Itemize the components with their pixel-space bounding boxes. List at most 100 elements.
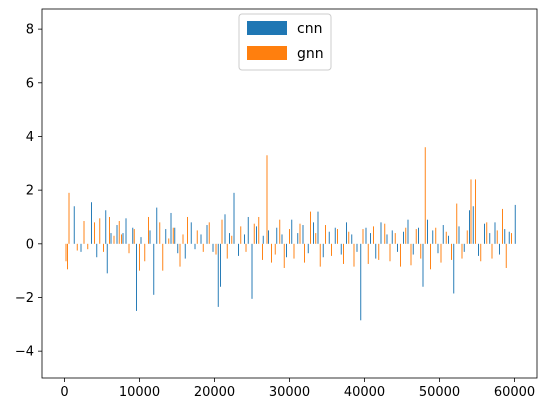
bar-cnn <box>427 219 428 244</box>
bar-cnn <box>206 225 208 244</box>
bar-cnn <box>412 243 414 255</box>
bar-gnn <box>262 243 263 260</box>
bar-gnn <box>389 243 391 262</box>
bar-gnn <box>378 243 380 260</box>
bar-cnn <box>397 243 398 252</box>
bar-gnn <box>470 179 472 244</box>
x-axis-ticks: 0 10000 20000 30000 40000 50000 60000 <box>60 378 535 400</box>
bar-cnn <box>149 230 151 244</box>
bar-gnn <box>293 243 295 259</box>
bar-gnn <box>76 243 78 251</box>
bar-gnn <box>133 229 135 244</box>
bar-cnn <box>80 243 82 252</box>
bar-cnn <box>448 235 449 244</box>
bar-gnn <box>208 222 210 244</box>
bar-gnn <box>435 227 437 244</box>
bar-gnn <box>451 243 452 260</box>
x-tick-label: 50000 <box>419 385 460 400</box>
bar-gnn <box>67 243 68 270</box>
bar-gnn <box>445 231 447 244</box>
bar-gnn <box>162 243 164 271</box>
bar-gnn <box>511 233 512 244</box>
bar-cnn <box>244 234 245 244</box>
bar-gnn <box>182 234 184 244</box>
bar-gnn <box>319 243 321 267</box>
bar-cnn <box>484 223 485 244</box>
bar-cnn <box>322 243 324 258</box>
bar-cnn <box>340 243 342 255</box>
bar-cnn <box>256 226 257 244</box>
bar-gnn <box>274 243 276 255</box>
bar-gnn <box>384 223 386 244</box>
bar-gnn <box>440 243 442 263</box>
bar-gnn <box>240 226 242 244</box>
bar-cnn <box>375 243 377 259</box>
bar-cnn <box>356 243 358 252</box>
bar-gnn <box>325 225 326 244</box>
bar-cnn <box>224 214 226 244</box>
bar-gnn <box>461 243 463 259</box>
legend-label-gnn: gnn <box>297 46 324 62</box>
bar-cnn <box>116 225 118 244</box>
bar-cnn <box>360 243 362 321</box>
bar-cnn <box>499 243 500 255</box>
bar-cnn <box>291 219 293 244</box>
bar-cnn <box>472 206 474 244</box>
bar-cnn <box>212 243 214 252</box>
bar-gnn <box>304 243 305 263</box>
bar-cnn <box>334 227 336 244</box>
bar-cnn <box>217 243 219 307</box>
bar-cnn <box>220 243 221 287</box>
bar-gnn <box>271 243 272 263</box>
bar-cnn <box>156 207 158 244</box>
bar-cnn <box>463 243 465 252</box>
y-tick-label: 0 <box>26 237 34 252</box>
bar-cnn <box>233 192 235 244</box>
bar-gnn <box>362 229 364 244</box>
legend: cnn gnn <box>238 13 332 71</box>
bar-gnn <box>456 203 458 244</box>
bar-cnn <box>489 233 491 244</box>
bar-gnn <box>367 243 369 264</box>
bar-gnn <box>196 230 198 244</box>
x-tick-label: 60000 <box>494 385 535 400</box>
bar-gnn <box>337 229 338 244</box>
bar-cnn <box>153 243 155 295</box>
bar-cnn <box>514 204 516 244</box>
bar-gnn <box>87 243 89 250</box>
bar-cnn <box>386 234 388 244</box>
bar-cnn <box>105 210 107 244</box>
y-tick-label: 2 <box>26 184 34 199</box>
bar-cnn <box>262 235 264 244</box>
bar-gnn <box>343 243 344 264</box>
y-tick-label: 6 <box>26 76 34 91</box>
x-tick-label: 20000 <box>194 385 235 400</box>
bar-cnn <box>469 210 470 244</box>
bar-cnn <box>494 222 496 244</box>
bar-cnn <box>403 231 404 244</box>
bar-gnn <box>331 243 332 256</box>
bar-cnn <box>170 212 172 244</box>
bar-gnn <box>118 221 120 244</box>
y-tick-label: −4 <box>15 345 34 360</box>
bar-cnn <box>286 243 287 258</box>
bar-cnn <box>302 225 304 244</box>
bar-cnn <box>190 222 192 244</box>
bar-cnn <box>194 243 196 250</box>
bar-gnn <box>353 243 355 267</box>
bar-gnn <box>99 218 101 244</box>
bar-cnn <box>106 243 108 274</box>
bar-gnn <box>148 216 149 244</box>
legend-swatch-gnn <box>247 46 287 60</box>
bar-cnn <box>238 243 239 256</box>
bar-gnn <box>299 223 301 244</box>
bar-gnn <box>94 222 95 244</box>
bar-gnn <box>394 233 396 244</box>
bar-cnn <box>136 243 137 311</box>
bar-gnn <box>215 243 217 255</box>
bar-gnn <box>103 243 104 252</box>
bar-cnn <box>268 230 269 244</box>
bar-gnn <box>83 221 85 244</box>
bar-gnn <box>139 243 140 271</box>
bar-cnn <box>125 218 127 244</box>
